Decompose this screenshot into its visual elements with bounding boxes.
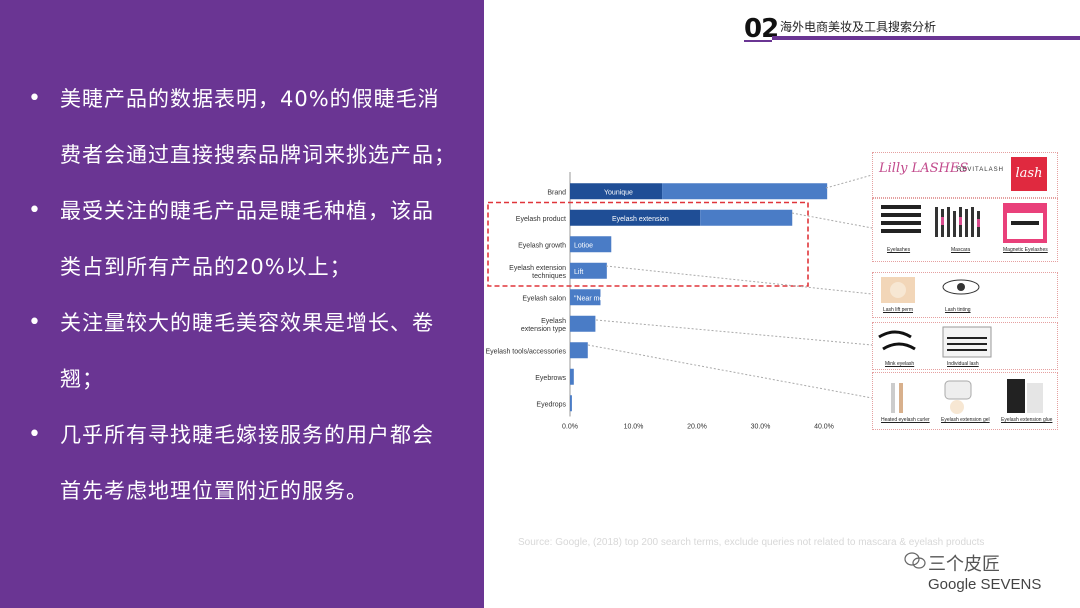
watermark-brand: Google SEVENS: [928, 576, 1042, 593]
x-tick-label: 20.0%: [687, 424, 707, 431]
bullet-text-line: 美睫产品的数据表明，40%的假睫毛消: [60, 87, 440, 111]
category-label: Eyelash: [541, 318, 566, 325]
category-label: Brand: [547, 189, 566, 196]
lash-tools-image: [891, 379, 1043, 414]
bar: [570, 315, 596, 332]
caption-eyelash-extension-glue: Eyelash extension glue: [1001, 417, 1053, 423]
bar: [700, 209, 793, 226]
wechat-icon: [904, 552, 926, 569]
category-label: Eyelash extension: [509, 265, 566, 272]
bar-label: Lotioe: [574, 242, 593, 249]
caption-eyelashes: Eyelashes: [887, 247, 911, 253]
x-tick-label: 0.0%: [562, 424, 578, 431]
bullet-text-line: 费者会通过直接搜索品牌词来挑选产品；: [60, 143, 456, 167]
caption-individual-lash: Individual lash: [947, 361, 979, 367]
header-rule: [772, 36, 1080, 40]
bar-label: Younique: [604, 189, 633, 196]
caption-magnetic-eyelashes: Magnetic Eyelashes: [1003, 247, 1048, 253]
eyelash-products-panel: Eyelashes Mascara Magnetic Eyelashes: [872, 198, 1058, 262]
lash-tools-panel: Heated eyelash curler Eyelash extension …: [872, 372, 1058, 430]
lash-types-image: [878, 326, 992, 358]
section-title: 海外电商美妆及工具搜索分析: [780, 20, 937, 34]
lash-logo: lash: [1011, 157, 1047, 191]
bullet-marker: •: [28, 86, 41, 111]
watermark-name: 三个皮匠: [928, 554, 1000, 575]
bar-label: Eyelash extension: [612, 216, 669, 223]
caption-lash-tinting: Lash tinting: [945, 307, 971, 313]
category-label: Eyebrows: [535, 375, 566, 382]
bullet-text-line: 关注量较大的睫毛美容效果是增长、卷: [60, 311, 434, 335]
bar: [570, 236, 612, 253]
lash-services-image: [881, 277, 980, 303]
bullet-marker: •: [28, 310, 41, 335]
bullet-text-line: 首先考虑地理位置附近的服务。: [60, 479, 368, 503]
caption-mascara: Mascara: [951, 247, 971, 253]
category-label: Eyelash growth: [518, 242, 566, 249]
category-label: Eyelash product: [516, 216, 566, 223]
eyelash-search-chart: Brand Younique Eyelash product Eyelash exte…: [486, 172, 834, 431]
bar: [570, 209, 701, 226]
bullet-text-line: 类占到所有产品的20%以上；: [60, 255, 352, 279]
caption-mink-eyelash: Mink eyelash: [885, 361, 915, 367]
eyelash-products-image: [881, 203, 1047, 243]
bullet-marker: •: [28, 198, 41, 223]
left-panel: • 美睫产品的数据表明，40%的假睫毛消 费者会通过直接搜索品牌词来挑选产品； • 最受…: [0, 0, 484, 608]
bar: [570, 262, 607, 279]
category-label: extension type: [521, 326, 566, 333]
x-tick-label: 10.0%: [624, 424, 644, 431]
header-rule-short: [744, 40, 772, 42]
category-label: techniques: [532, 273, 566, 280]
bullet-text-line: 翘；: [60, 367, 104, 391]
category-label: Eyelash salon: [522, 295, 566, 302]
bar: [570, 289, 601, 306]
caption-eyelash-extension-gel: Eyelash extension gel: [941, 417, 990, 423]
caption-lash-lift-perm: Lash lift perm: [883, 307, 914, 313]
bar-label: Lift: [574, 269, 583, 276]
bar: [570, 368, 574, 385]
source-note: Source: Google, (2018) top 200 search te…: [518, 537, 985, 548]
category-label: Eyelash tools/accessories: [486, 348, 566, 355]
lash-services-panel: Lash lift perm Lash tinting: [872, 272, 1058, 318]
bar: [570, 342, 588, 359]
bar: [570, 395, 572, 412]
category-label: Eyedrops: [536, 401, 566, 408]
bullet-text-line: 几乎所有寻找睫毛嫁接服务的用户都会: [60, 423, 434, 447]
x-tick-label: 40.0%: [814, 424, 834, 431]
bar-label: "Near me": [574, 295, 606, 302]
logo-text: lash: [1015, 166, 1043, 181]
bar: [662, 183, 828, 200]
lash-types-panel: Mink eyelash Individual lash: [872, 322, 1058, 370]
bar: [570, 183, 663, 200]
logo-text: Lilly LASHES: [879, 161, 969, 176]
caption-heated-eyelash-curler: Heated eyelash curler: [881, 417, 930, 423]
x-tick-label: 30.0%: [751, 424, 771, 431]
lilly-lashes-logo: Lilly LASHES: [879, 161, 968, 176]
bullet-marker: •: [28, 422, 41, 447]
revitalash-logo: REVITALASH: [957, 167, 1004, 173]
logo-text: REVITALASH: [957, 167, 1004, 173]
brand-logos-panel: Lilly LASHES REVITALASH lash: [872, 152, 1058, 198]
bullet-text-line: 最受关注的睫毛产品是睫毛种植，该品: [60, 199, 434, 223]
